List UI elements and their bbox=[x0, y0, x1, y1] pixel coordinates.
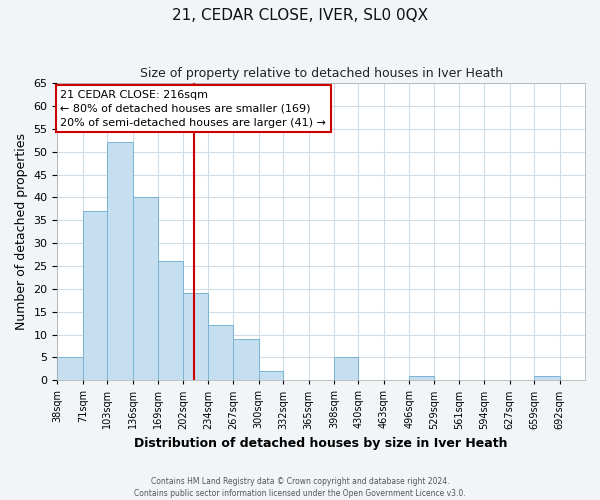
Bar bbox=[535, 376, 560, 380]
Text: 21, CEDAR CLOSE, IVER, SL0 0QX: 21, CEDAR CLOSE, IVER, SL0 0QX bbox=[172, 8, 428, 22]
Y-axis label: Number of detached properties: Number of detached properties bbox=[15, 133, 28, 330]
Bar bbox=[158, 262, 184, 380]
Bar bbox=[259, 371, 283, 380]
Bar bbox=[133, 198, 158, 380]
Bar bbox=[409, 376, 434, 380]
Text: 21 CEDAR CLOSE: 216sqm
← 80% of detached houses are smaller (169)
20% of semi-de: 21 CEDAR CLOSE: 216sqm ← 80% of detached… bbox=[61, 90, 326, 128]
Bar bbox=[58, 358, 83, 380]
Text: Contains HM Land Registry data © Crown copyright and database right 2024.
Contai: Contains HM Land Registry data © Crown c… bbox=[134, 476, 466, 498]
Bar bbox=[334, 358, 358, 380]
X-axis label: Distribution of detached houses by size in Iver Heath: Distribution of detached houses by size … bbox=[134, 437, 508, 450]
Bar bbox=[107, 142, 133, 380]
Bar bbox=[208, 326, 233, 380]
Bar bbox=[233, 339, 259, 380]
Title: Size of property relative to detached houses in Iver Heath: Size of property relative to detached ho… bbox=[140, 68, 503, 80]
Bar bbox=[184, 294, 208, 380]
Bar bbox=[83, 211, 107, 380]
